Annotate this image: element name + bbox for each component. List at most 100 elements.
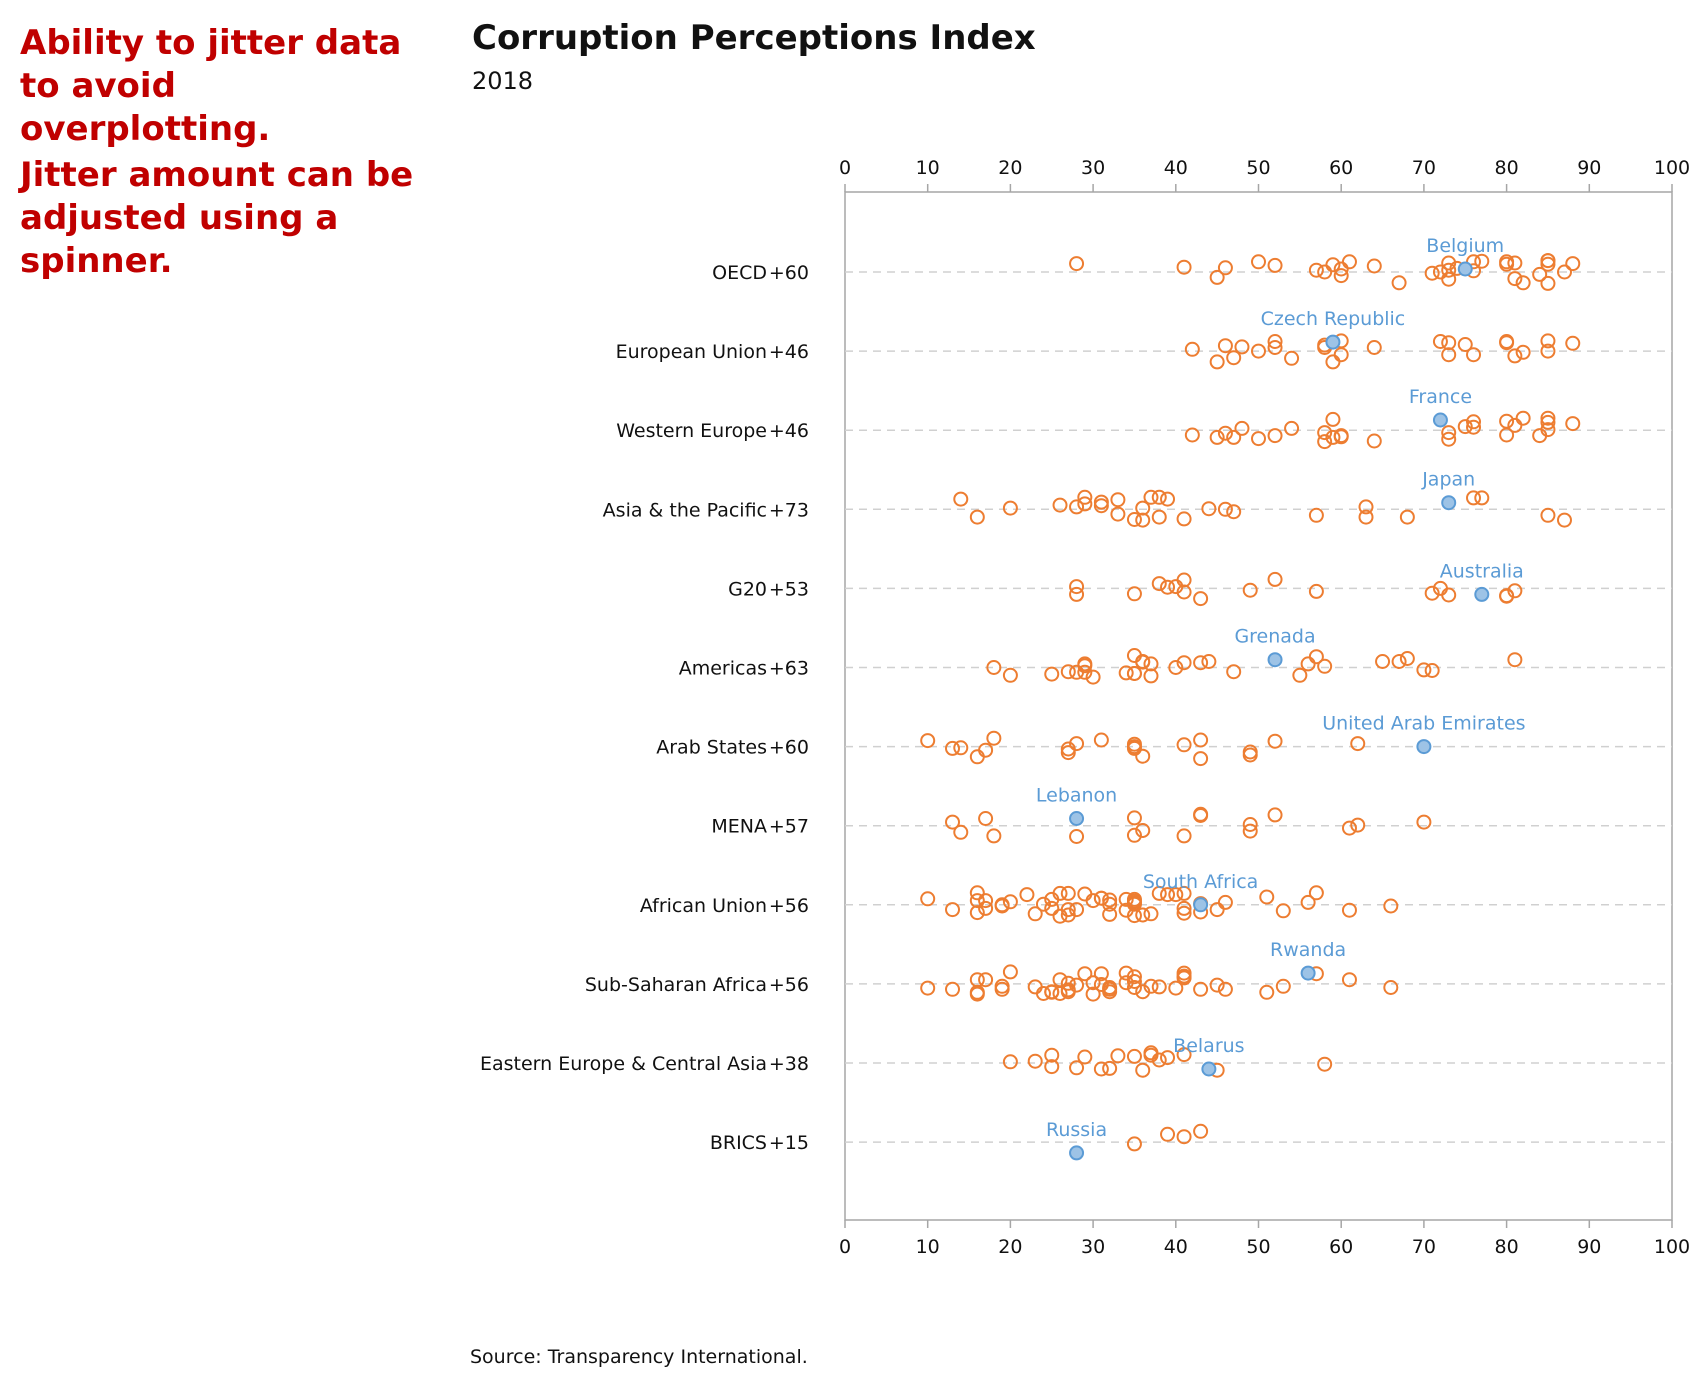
- data-point: [1457, 337, 1473, 352]
- data-point: [1069, 736, 1085, 752]
- x-tick-label-top: 80: [1495, 157, 1519, 179]
- data-point: [1466, 419, 1482, 435]
- data-point: [1391, 275, 1407, 291]
- highlight-point: [1432, 412, 1448, 428]
- data-point: [945, 740, 961, 756]
- data-point: [1176, 737, 1192, 753]
- data-point: [1118, 891, 1134, 907]
- row-label: Arab States: [656, 737, 767, 759]
- data-point: [1333, 347, 1349, 363]
- data-point: [1284, 420, 1300, 436]
- data-point: [969, 986, 985, 1002]
- highlight-point: [1193, 897, 1209, 913]
- data-point: [945, 814, 961, 830]
- highlight-point: [1069, 811, 1085, 826]
- data-point: [1126, 586, 1142, 602]
- data-point: [1424, 585, 1440, 601]
- x-tick-label-bottom: 50: [1246, 1236, 1270, 1258]
- data-point: [1176, 828, 1192, 844]
- data-point: [1308, 507, 1324, 523]
- highlight-label: Grenada: [1234, 626, 1315, 648]
- chart-title: Corruption Perceptions Index: [472, 18, 1036, 58]
- data-point: [1126, 974, 1142, 989]
- data-point: [1151, 509, 1167, 525]
- data-point: [1126, 896, 1142, 912]
- data-point: [1151, 489, 1167, 505]
- data-point: [1424, 265, 1440, 281]
- data-point: [1069, 977, 1085, 993]
- data-point: [1160, 491, 1176, 507]
- row-label: Sub-Saharan Africa: [585, 974, 767, 996]
- x-tick-label-bottom: 20: [998, 1236, 1022, 1258]
- row-label: Eastern Europe & Central Asia: [480, 1053, 767, 1075]
- data-point: [1515, 410, 1531, 426]
- highlight-point: [1300, 965, 1316, 981]
- data-point: [1118, 965, 1134, 981]
- data-point: [1540, 422, 1556, 438]
- chart-source: Source: Transparency International.: [470, 1346, 808, 1368]
- highlight-point: [1201, 1061, 1217, 1077]
- x-tick-label-bottom: 30: [1081, 1236, 1105, 1258]
- data-point: [1143, 906, 1159, 922]
- row-count: +46: [769, 420, 809, 442]
- data-point: [1002, 964, 1018, 980]
- row-label: European Union: [616, 341, 767, 363]
- row-count: +60: [769, 737, 809, 759]
- data-point: [1325, 354, 1341, 370]
- highlight-label: France: [1409, 386, 1472, 408]
- data-point: [1126, 810, 1142, 826]
- data-point: [1441, 425, 1457, 441]
- data-point: [1540, 343, 1556, 359]
- data-point: [945, 902, 961, 918]
- data-point: [1366, 340, 1382, 355]
- data-point: [1126, 908, 1142, 924]
- data-point: [1259, 984, 1275, 1000]
- data-point: [1366, 258, 1382, 274]
- highlight-label: Russia: [1046, 1119, 1107, 1141]
- data-point: [1069, 902, 1085, 918]
- x-tick-label-top: 0: [839, 157, 851, 179]
- data-point: [1300, 894, 1316, 910]
- data-point: [986, 828, 1002, 844]
- data-point: [945, 981, 961, 997]
- row-count: +57: [769, 816, 809, 838]
- data-point: [1102, 1060, 1118, 1076]
- data-point: [1085, 975, 1101, 991]
- highlight-label: Belgium: [1426, 235, 1504, 257]
- highlight-point: [1267, 652, 1283, 668]
- data-point: [1341, 820, 1357, 836]
- data-point: [1126, 827, 1142, 843]
- x-tick-label-top: 20: [998, 157, 1022, 179]
- data-point: [1176, 900, 1192, 916]
- data-point: [1209, 269, 1225, 285]
- data-point: [1234, 420, 1250, 436]
- row-count: +46: [769, 341, 809, 363]
- data-point: [1366, 433, 1382, 449]
- highlight-point: [1325, 334, 1341, 350]
- x-tick-label-bottom: 90: [1577, 1236, 1601, 1258]
- data-point: [1507, 348, 1523, 364]
- data-point: [1540, 507, 1556, 523]
- data-point: [1416, 662, 1432, 678]
- data-point: [1027, 1053, 1043, 1069]
- x-tick-label-bottom: 60: [1329, 1236, 1353, 1258]
- x-tick-label-top: 50: [1246, 157, 1270, 179]
- data-point: [1441, 262, 1457, 278]
- data-point: [1474, 253, 1490, 269]
- data-point: [1069, 256, 1085, 272]
- row-count: +60: [769, 262, 809, 284]
- x-tick-label-top: 30: [1081, 157, 1105, 179]
- data-point: [1093, 732, 1109, 748]
- data-point: [1540, 414, 1556, 430]
- highlight-label: Lebanon: [1036, 785, 1117, 807]
- data-point: [1399, 651, 1415, 666]
- data-point: [1565, 335, 1581, 351]
- data-point: [1466, 414, 1482, 430]
- highlight-label: United Arab Emirates: [1322, 713, 1525, 735]
- data-point: [969, 885, 985, 901]
- data-point: [1540, 410, 1556, 426]
- row-count: +15: [769, 1132, 809, 1154]
- data-point: [1441, 271, 1457, 287]
- data-point: [1325, 429, 1341, 445]
- data-point: [1267, 807, 1283, 823]
